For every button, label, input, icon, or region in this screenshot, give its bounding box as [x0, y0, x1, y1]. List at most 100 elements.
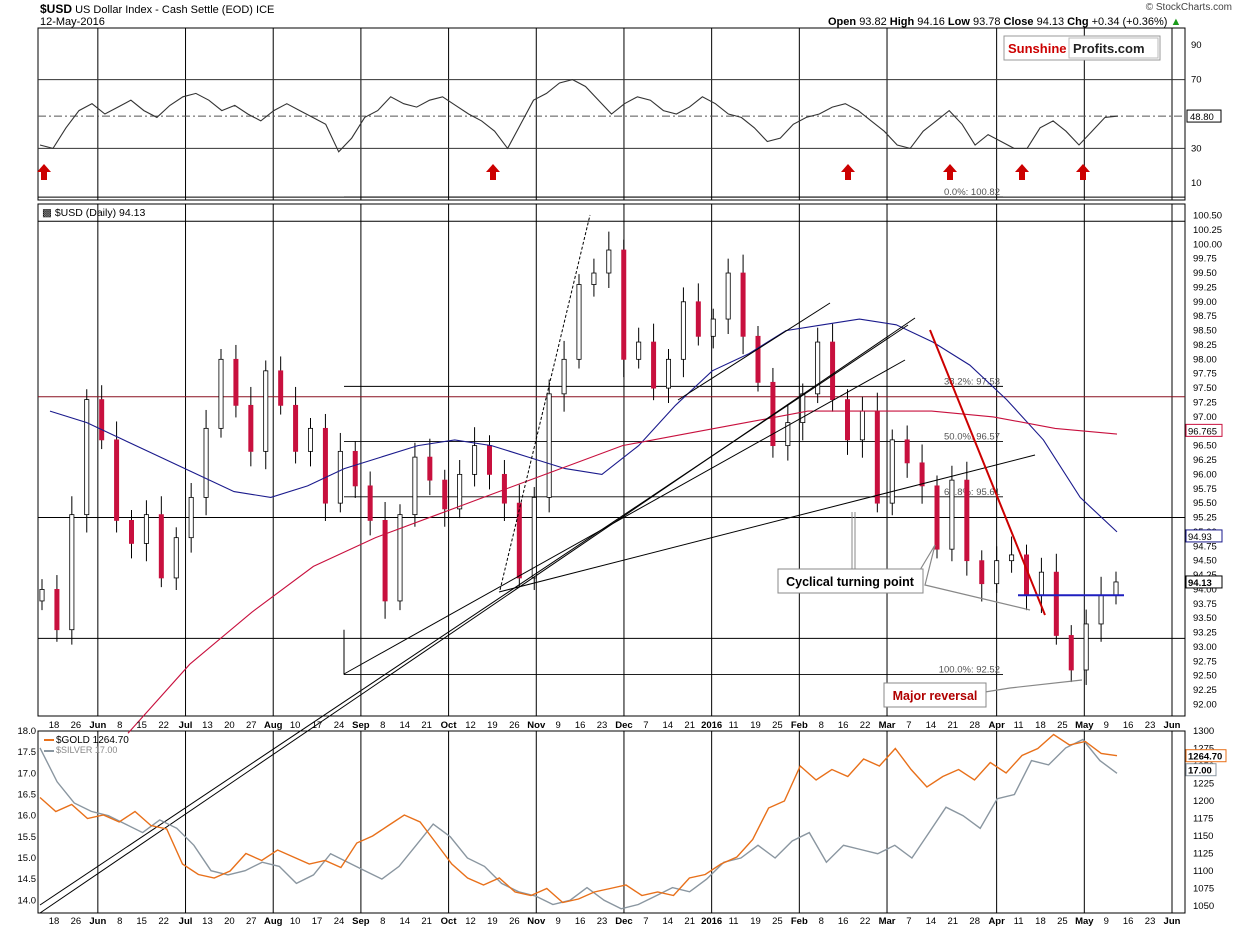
- x-tick-label: 16: [575, 916, 586, 927]
- x-tick-label: 14: [663, 720, 674, 731]
- candle: [1053, 571, 1059, 636]
- x-tick-label: Oct: [441, 916, 458, 927]
- price-y-tick: 96.00: [1193, 469, 1217, 480]
- price-y-tick: 92.50: [1193, 671, 1217, 682]
- candle: [516, 502, 522, 579]
- price-tag-box: [1185, 575, 1223, 589]
- x-tick-label: Jun: [89, 720, 106, 731]
- silver-y-tick: 16.0: [18, 811, 37, 822]
- up-arrow-icon: ▲: [1170, 16, 1182, 28]
- logo-left-block: [1006, 38, 1069, 58]
- x-tick-label: 23: [1145, 916, 1156, 927]
- x-tick-label: 16: [1123, 916, 1134, 927]
- chart-header-left: $USD US Dollar Index - Cash Settle (EOD)…: [40, 2, 274, 16]
- x-tick-label: 16: [575, 720, 586, 731]
- x-tick-label: 20: [224, 720, 235, 731]
- silver-y-tick: 14.5: [18, 874, 37, 885]
- x-tick-label: 8: [819, 916, 824, 927]
- gold-y-tick: 1225: [1193, 779, 1214, 790]
- gold-tag-value: 1264.70: [1188, 752, 1222, 763]
- chg-value: +0.34 (+0.36%): [1091, 16, 1168, 28]
- annotation-major-reversal: Major reversal: [893, 689, 978, 703]
- price-y-tick: 93.00: [1193, 642, 1217, 653]
- silver-tag-value: 17.00: [1188, 766, 1212, 777]
- rsi-y-tick: 70: [1191, 75, 1202, 86]
- x-tick-label: 8: [380, 916, 385, 927]
- x-tick-label: 18: [49, 720, 60, 731]
- x-tick-label: 2016: [701, 720, 722, 731]
- candle: [1038, 571, 1044, 596]
- buy-signal-arrow-icon: [841, 164, 855, 180]
- ma200-line: [127, 410, 1118, 734]
- gold-y-tick: 1300: [1193, 726, 1214, 737]
- x-tick-label: 27: [246, 720, 257, 731]
- x-tick-label: 7: [643, 916, 648, 927]
- candle: [1068, 635, 1074, 671]
- x-tick-label: 21: [421, 916, 432, 927]
- fib-label: 0.0%: 100.82: [944, 187, 1000, 198]
- silver-y-tick: 18.0: [18, 726, 37, 737]
- buy-signal-arrow-icon: [1076, 164, 1090, 180]
- price-y-tick: 93.25: [1193, 628, 1217, 639]
- close-value: 94.13: [1036, 16, 1065, 28]
- instrument-name: US Dollar Index - Cash Settle (EOD): [75, 4, 253, 16]
- x-tick-label: 22: [860, 720, 871, 731]
- logo-right-block: [1068, 37, 1159, 59]
- low-label: Low: [947, 16, 970, 28]
- candle: [740, 272, 746, 337]
- rsi-last-box: [1186, 109, 1222, 123]
- x-tick-label: 22: [860, 916, 871, 927]
- x-tick-label: 21: [684, 720, 695, 731]
- x-tick-label: 14: [926, 916, 937, 927]
- candle: [1009, 554, 1015, 562]
- x-tick-label: 22: [158, 916, 169, 927]
- x-tick-label: Jun: [1164, 720, 1181, 731]
- candle: [442, 479, 448, 510]
- candle: [636, 341, 642, 360]
- x-tick-label: Apr: [988, 916, 1005, 927]
- x-tick-label: 23: [597, 916, 608, 927]
- price-y-tick: 92.00: [1193, 699, 1217, 710]
- x-tick-label: Jun: [89, 916, 106, 927]
- gold-y-tick: 1175: [1193, 814, 1213, 825]
- x-tick-label: Nov: [527, 916, 546, 927]
- exchange: ICE: [256, 4, 275, 16]
- x-tick-label: 9: [556, 916, 561, 927]
- trendline: [39, 324, 909, 906]
- candle: [755, 335, 761, 383]
- x-tick-label: 16: [1123, 720, 1134, 731]
- candle: [203, 427, 209, 498]
- dashed-trendline: [499, 214, 591, 591]
- candle: [367, 485, 373, 521]
- close-label: Close: [1003, 16, 1034, 28]
- x-tick-label: 23: [597, 720, 608, 731]
- x-tick-label: 14: [399, 720, 410, 731]
- candle: [1098, 594, 1104, 625]
- trendline: [39, 317, 916, 914]
- price-y-tick: 97.75: [1193, 369, 1217, 380]
- x-tick-label: Dec: [615, 720, 632, 731]
- x-tick-label: 10: [290, 720, 301, 731]
- price-y-tick: 99.25: [1193, 282, 1217, 293]
- gold-y-tick: 1150: [1193, 831, 1213, 842]
- trendline: [498, 454, 1036, 593]
- candle: [128, 520, 134, 544]
- x-tick-label: Feb: [791, 720, 808, 731]
- candle: [427, 456, 433, 481]
- x-tick-label: Oct: [441, 720, 458, 731]
- candle: [889, 439, 895, 504]
- x-tick-label: 21: [684, 916, 695, 927]
- price-y-tick: 98.75: [1193, 311, 1217, 322]
- silver-y-tick: 14.0: [18, 895, 37, 906]
- price-y-tick: 100.50: [1193, 211, 1222, 222]
- price-y-tick: 98.50: [1193, 326, 1217, 337]
- x-tick-label: 16: [838, 720, 849, 731]
- candle: [546, 393, 552, 498]
- x-tick-label: 18: [1035, 916, 1046, 927]
- candle: [964, 479, 970, 562]
- candle: [859, 410, 865, 441]
- high-label: High: [889, 16, 915, 28]
- ohlc-readout: Open 93.82 High 94.16 Low 93.78 Close 94…: [828, 16, 1181, 28]
- price-y-tick: 99.50: [1193, 268, 1217, 279]
- x-tick-label: 8: [117, 720, 122, 731]
